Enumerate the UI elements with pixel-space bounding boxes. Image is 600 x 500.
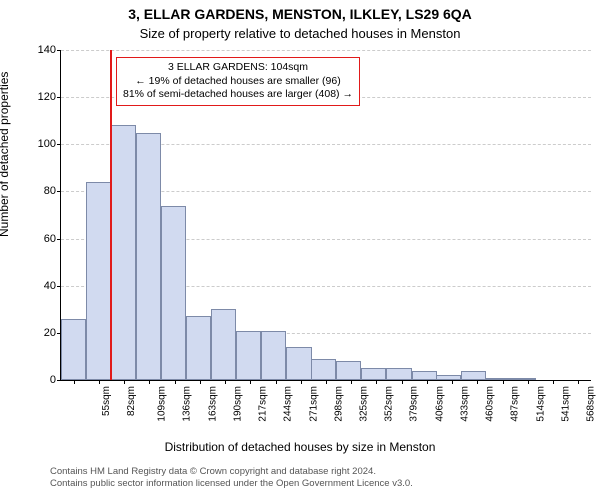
x-tick: [276, 380, 277, 384]
x-tick: [376, 380, 377, 384]
x-tick-label: 217sqm: [258, 386, 269, 422]
histogram-bar: [161, 206, 186, 380]
x-tick: [528, 380, 529, 384]
x-tick-label: 352sqm: [384, 386, 395, 422]
x-tick-label: 55sqm: [101, 386, 112, 416]
x-tick: [74, 380, 75, 384]
x-tick-label: 109sqm: [157, 386, 168, 422]
property-marker-line: [110, 50, 112, 380]
x-tick-label: 190sqm: [232, 386, 243, 422]
x-tick: [503, 380, 504, 384]
histogram-bar: [186, 316, 211, 380]
chart-subtitle: Size of property relative to detached ho…: [0, 26, 600, 41]
x-axis-label: Distribution of detached houses by size …: [0, 440, 600, 454]
annotation-line-2: ← 19% of detached houses are smaller (96…: [123, 75, 353, 89]
x-tick: [225, 380, 226, 384]
histogram-bar: [211, 309, 236, 380]
x-tick: [99, 380, 100, 384]
y-tick-label: 0: [26, 374, 56, 386]
y-tick: [57, 380, 61, 381]
plot-area: 02040608010012014055sqm82sqm109sqm136sqm…: [60, 50, 591, 381]
x-tick: [301, 380, 302, 384]
histogram-bar: [486, 378, 511, 380]
y-tick-label: 120: [26, 91, 56, 103]
y-tick: [57, 144, 61, 145]
x-tick-label: 271sqm: [308, 386, 319, 422]
annotation-line-3: 81% of semi-detached houses are larger (…: [123, 88, 353, 102]
histogram-bar: [261, 331, 286, 381]
y-axis-label: Number of detached properties: [0, 72, 11, 237]
x-tick-label: 433sqm: [460, 386, 471, 422]
y-tick-label: 80: [26, 185, 56, 197]
y-tick: [57, 239, 61, 240]
x-tick: [477, 380, 478, 384]
y-tick-label: 140: [26, 44, 56, 56]
x-tick-label: 541sqm: [560, 386, 571, 422]
histogram-bar: [286, 347, 311, 380]
x-tick: [326, 380, 327, 384]
y-tick-label: 20: [26, 327, 56, 339]
x-tick: [452, 380, 453, 384]
histogram-bar: [412, 371, 437, 380]
y-tick: [57, 50, 61, 51]
credits-line-1: Contains HM Land Registry data © Crown c…: [50, 466, 413, 478]
histogram-bar: [136, 133, 161, 381]
y-tick-label: 60: [26, 233, 56, 245]
histogram-bar: [511, 378, 536, 380]
y-tick: [57, 191, 61, 192]
x-tick-label: 568sqm: [586, 386, 597, 422]
x-tick: [175, 380, 176, 384]
y-tick-label: 40: [26, 280, 56, 292]
x-tick-label: 136sqm: [182, 386, 193, 422]
x-tick: [427, 380, 428, 384]
credits-line-2: Contains public sector information licen…: [50, 478, 413, 490]
x-tick: [402, 380, 403, 384]
x-tick: [553, 380, 554, 384]
histogram-bar: [461, 371, 486, 380]
annotation-line-1: 3 ELLAR GARDENS: 104sqm: [123, 61, 353, 75]
histogram-bar: [336, 361, 361, 380]
histogram-bar: [361, 368, 386, 380]
x-tick-label: 514sqm: [535, 386, 546, 422]
histogram-bar: [61, 319, 86, 380]
histogram-bar: [386, 368, 411, 380]
x-tick: [351, 380, 352, 384]
x-tick-label: 487sqm: [510, 386, 521, 422]
x-tick-label: 244sqm: [283, 386, 294, 422]
x-tick: [124, 380, 125, 384]
histogram-bar: [436, 375, 461, 380]
x-tick-label: 325sqm: [359, 386, 370, 422]
credits: Contains HM Land Registry data © Crown c…: [50, 466, 413, 490]
x-tick-label: 163sqm: [207, 386, 218, 422]
x-tick: [578, 380, 579, 384]
y-tick: [57, 97, 61, 98]
chart-title: 3, ELLAR GARDENS, MENSTON, ILKLEY, LS29 …: [0, 6, 600, 22]
x-tick: [149, 380, 150, 384]
y-tick: [57, 286, 61, 287]
x-tick-label: 379sqm: [409, 386, 420, 422]
x-tick-label: 298sqm: [333, 386, 344, 422]
grid-line: [61, 50, 591, 51]
x-tick-label: 460sqm: [485, 386, 496, 422]
x-tick: [200, 380, 201, 384]
histogram-bar: [111, 125, 136, 380]
x-tick-label: 82sqm: [126, 386, 137, 416]
histogram-bar: [86, 182, 111, 380]
histogram-bar: [311, 359, 336, 380]
histogram-bar: [236, 331, 261, 381]
x-tick-label: 406sqm: [434, 386, 445, 422]
x-tick: [250, 380, 251, 384]
property-annotation: 3 ELLAR GARDENS: 104sqm← 19% of detached…: [116, 57, 360, 106]
y-tick-label: 100: [26, 138, 56, 150]
